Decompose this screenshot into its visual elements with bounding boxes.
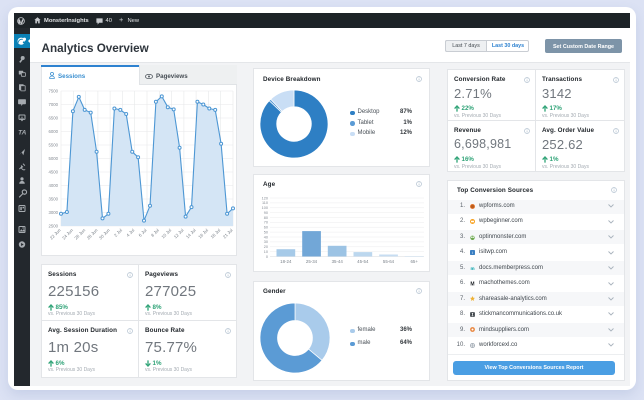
svg-text:5500: 5500 bbox=[48, 142, 58, 147]
svg-text:20: 20 bbox=[264, 245, 268, 249]
svg-text:i: i bbox=[472, 251, 473, 255]
svg-text:TA: TA bbox=[18, 129, 26, 136]
svg-text:25-34: 25-34 bbox=[306, 259, 318, 264]
svg-text:21 Jul: 21 Jul bbox=[222, 228, 234, 240]
svg-text:12 Jul: 12 Jul bbox=[173, 228, 185, 240]
svg-text:70: 70 bbox=[264, 221, 268, 225]
svg-text:6 Jul: 6 Jul bbox=[138, 228, 148, 238]
svg-text:0: 0 bbox=[266, 255, 268, 259]
svg-text:5000: 5000 bbox=[48, 156, 58, 161]
svg-text:18 Jul: 18 Jul bbox=[210, 228, 222, 240]
svg-text:3500: 3500 bbox=[48, 196, 58, 201]
svg-text:2500: 2500 bbox=[48, 223, 58, 228]
svg-text:3000: 3000 bbox=[48, 210, 58, 215]
svg-text:35-44: 35-44 bbox=[332, 259, 344, 264]
svg-text:30: 30 bbox=[264, 240, 268, 244]
svg-text:60: 60 bbox=[264, 226, 268, 230]
svg-text:7000: 7000 bbox=[48, 102, 58, 107]
svg-text:2 Jul: 2 Jul bbox=[113, 228, 123, 238]
svg-text:10: 10 bbox=[264, 250, 268, 254]
svg-text:110: 110 bbox=[262, 201, 268, 205]
svg-text:100: 100 bbox=[262, 206, 268, 210]
svg-text:40: 40 bbox=[264, 235, 268, 239]
svg-text:10 Jul: 10 Jul bbox=[160, 228, 172, 240]
svg-text:28 Jun: 28 Jun bbox=[86, 227, 99, 240]
svg-text:18-24: 18-24 bbox=[280, 259, 292, 264]
svg-text:m: m bbox=[470, 266, 474, 271]
svg-text:45-54: 45-54 bbox=[357, 259, 369, 264]
svg-text:24 Jun: 24 Jun bbox=[61, 227, 74, 240]
svg-text:14 Jul: 14 Jul bbox=[185, 228, 197, 240]
svg-text:4 Jul: 4 Jul bbox=[125, 228, 135, 238]
svg-text:4500: 4500 bbox=[48, 169, 58, 174]
svg-text:55-64: 55-64 bbox=[383, 259, 395, 264]
svg-text:M: M bbox=[470, 281, 474, 286]
svg-text:7500: 7500 bbox=[48, 88, 58, 93]
svg-text:65+: 65+ bbox=[410, 259, 418, 264]
svg-text:30 Jun: 30 Jun bbox=[98, 227, 111, 240]
svg-text:90: 90 bbox=[264, 211, 268, 215]
svg-text:120: 120 bbox=[262, 196, 268, 200]
svg-text:50: 50 bbox=[264, 230, 268, 234]
svg-text:80: 80 bbox=[264, 216, 268, 220]
svg-text:8 Jul: 8 Jul bbox=[150, 228, 160, 238]
svg-text:22 Jun: 22 Jun bbox=[49, 227, 62, 240]
svg-text:6000: 6000 bbox=[48, 129, 58, 134]
svg-text:16 Jul: 16 Jul bbox=[197, 228, 209, 240]
svg-text:6500: 6500 bbox=[48, 115, 58, 120]
svg-text:4000: 4000 bbox=[48, 183, 58, 188]
svg-text:26 Jun: 26 Jun bbox=[73, 227, 86, 240]
